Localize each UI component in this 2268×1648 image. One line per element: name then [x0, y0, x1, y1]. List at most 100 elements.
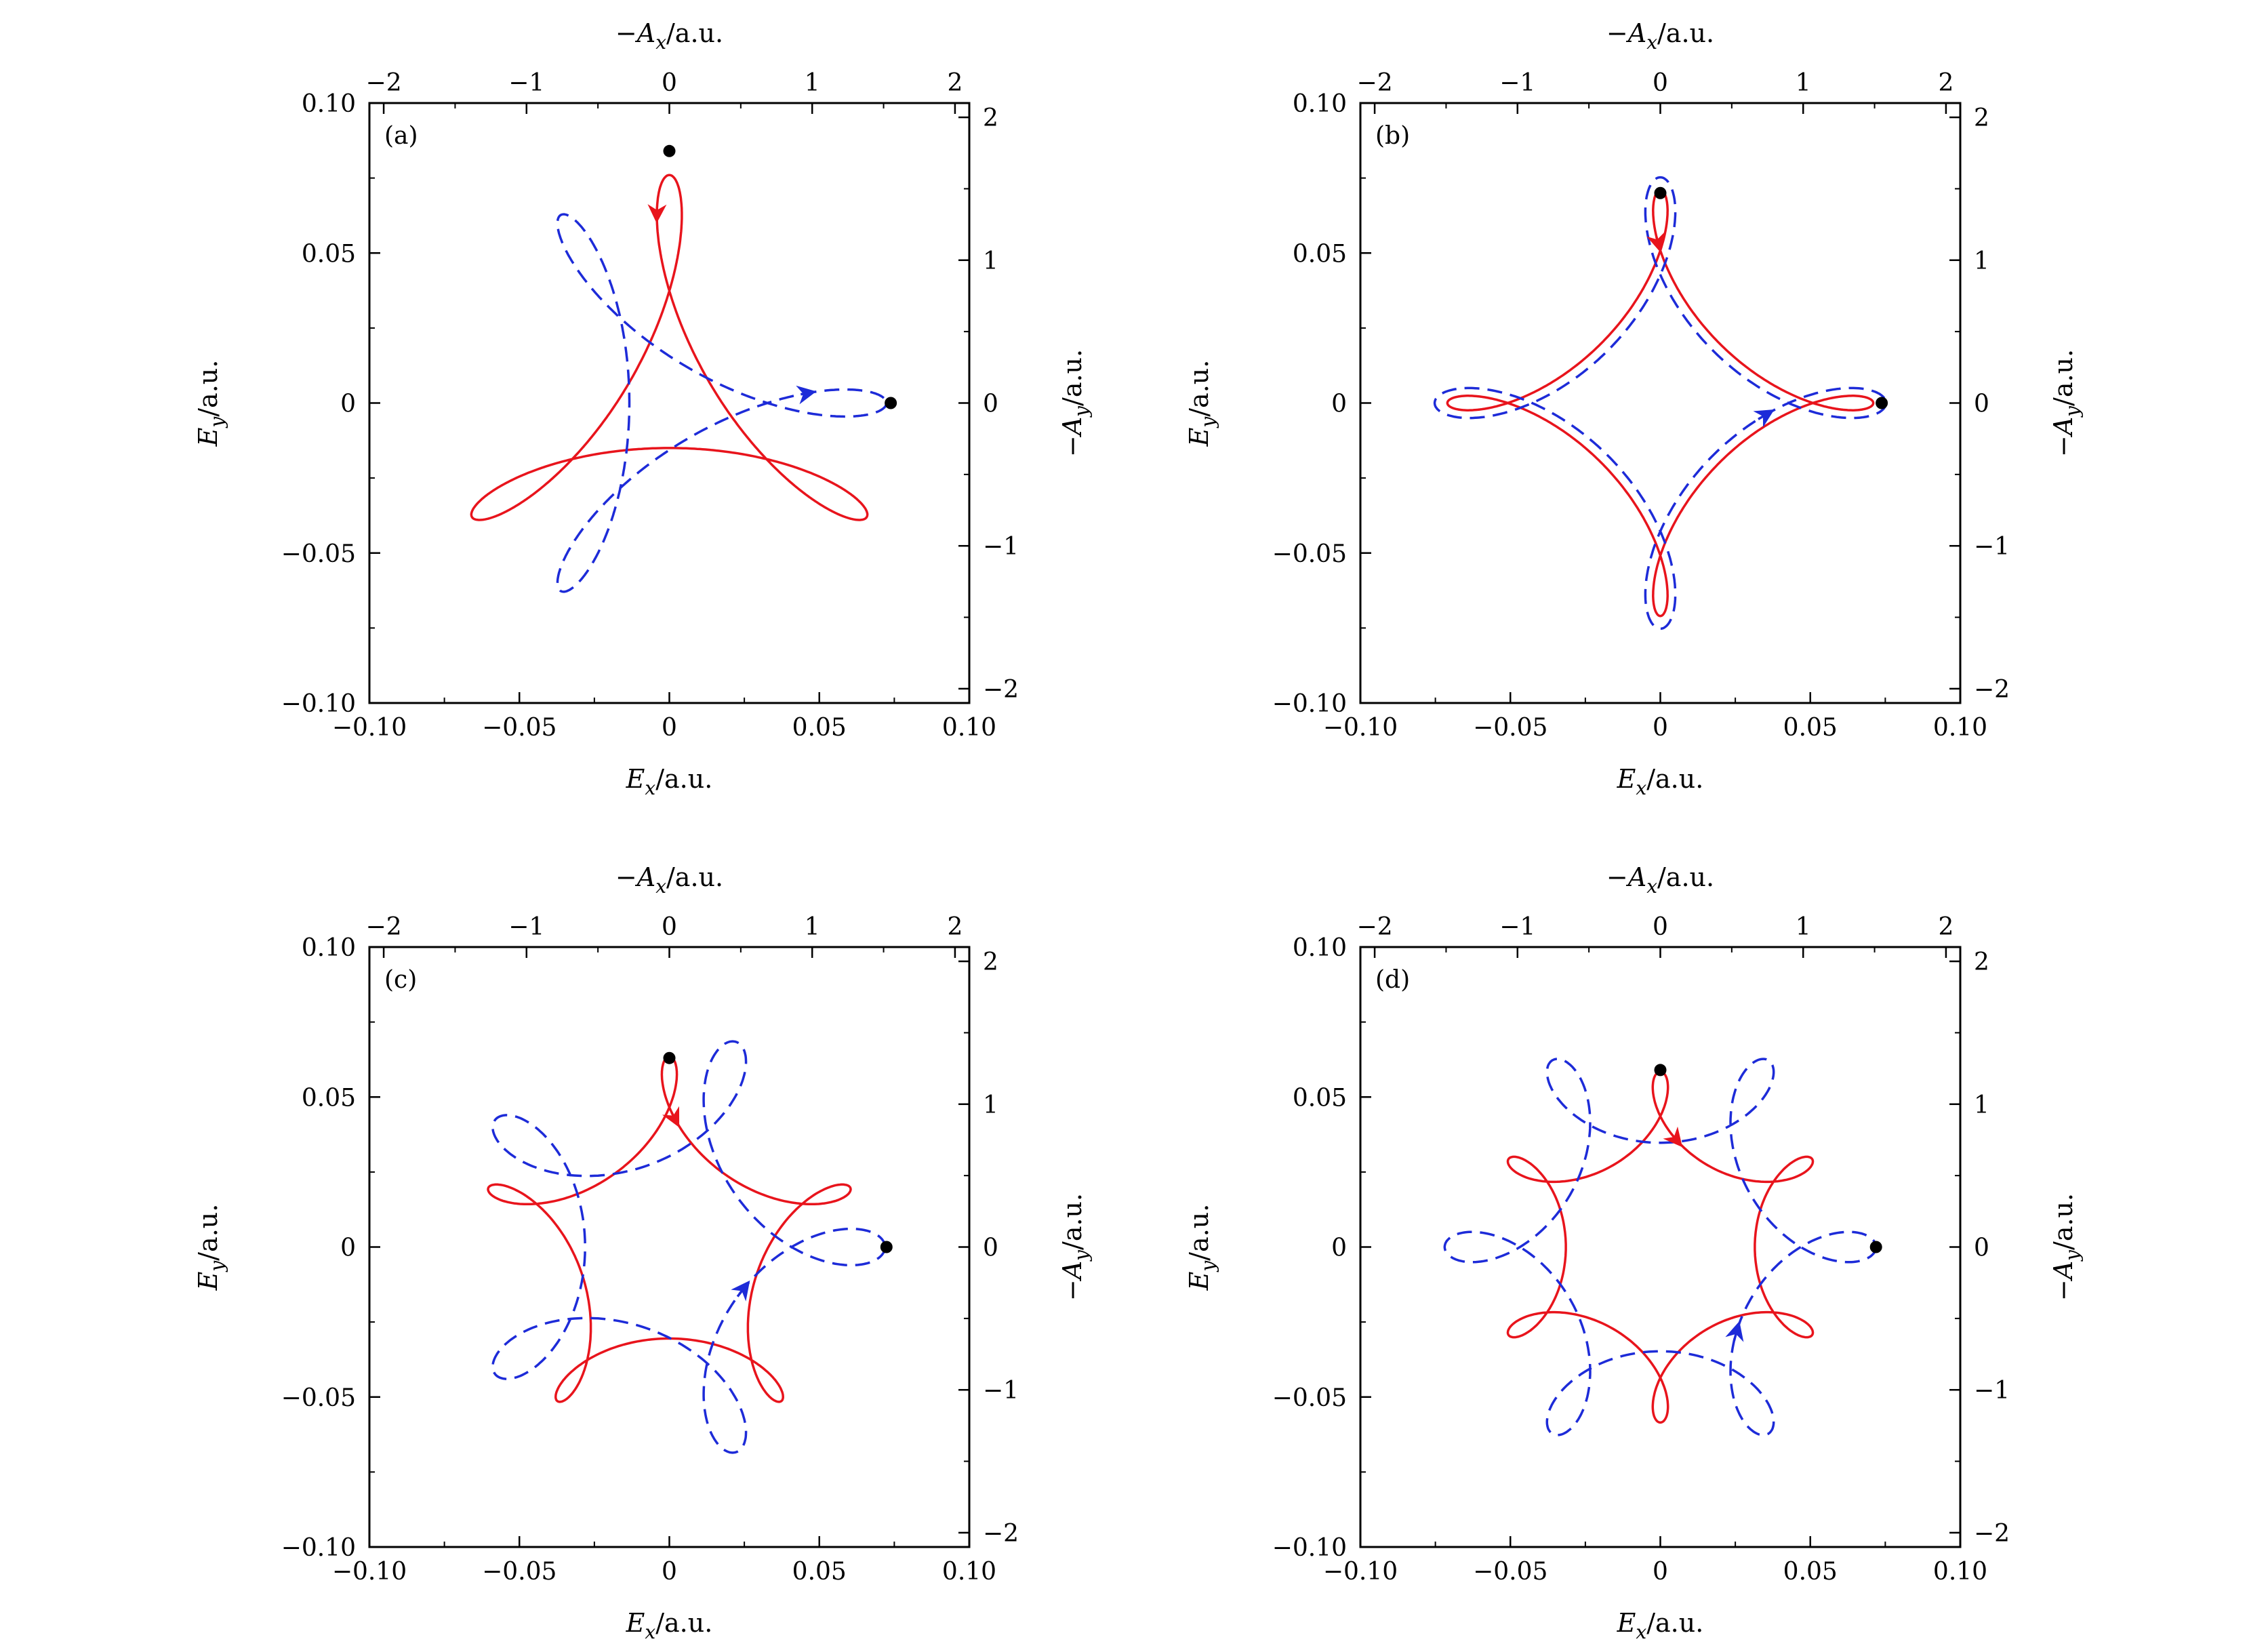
A-start-marker: [880, 1241, 893, 1253]
x-tick-label: 0.05: [792, 1558, 847, 1586]
A-curve: [1433, 176, 1888, 630]
y-axis-title: Ey/a.u.: [193, 1204, 228, 1291]
y2-tick-label: 1: [983, 1091, 998, 1119]
plot-frame: [368, 946, 971, 1548]
y-tick-label: −0.10: [281, 690, 356, 718]
y2-tick-label: 1: [1974, 1091, 1989, 1119]
x-tick-label: 0.10: [942, 1558, 996, 1586]
x2-tick-label: 2: [1938, 69, 1953, 97]
x-tick-label: 0.05: [1783, 714, 1838, 742]
y-tick-label: 0.10: [1293, 934, 1347, 962]
x-tick-label: −0.05: [482, 1558, 556, 1586]
x-axis-title: Ex/a.u.: [1617, 764, 1704, 799]
A-direction-arrow: [731, 1280, 750, 1302]
y-tick-label: 0.10: [302, 934, 356, 962]
panel-d: −0.10−0.10 −0.05 −0.05 0 0 0.05 0.05 0.10 0.10 −2…: [1184, 862, 2084, 1643]
x-tick-label: −0.05: [1473, 714, 1547, 742]
y2-tick-label: 0: [1974, 390, 1989, 418]
y-axis-title: Ey/a.u.: [193, 360, 228, 447]
E-start-marker: [1654, 1064, 1667, 1077]
x-tick-label: 0: [1653, 1558, 1668, 1586]
x2-axis-title: −Ax/a.u.: [615, 18, 723, 54]
A-start-marker: [885, 397, 897, 409]
A-direction-arrow: [796, 385, 817, 405]
E-direction-arrow: [1663, 1126, 1683, 1148]
y2-tick-label: −1: [1974, 1377, 2010, 1405]
E-start-marker: [1654, 186, 1667, 199]
y-axis-title: Ey/a.u.: [1184, 1204, 1219, 1291]
x-tick-label: 0.10: [1933, 1558, 1987, 1586]
y-tick-label: −0.10: [281, 1534, 356, 1562]
x-axis-title: Ex/a.u.: [1617, 1608, 1704, 1643]
panel-label: (a): [384, 122, 418, 150]
y2-tick-label: −1: [1974, 533, 2010, 561]
y-tick-label: 0: [1331, 1234, 1347, 1262]
y-tick-label: −0.05: [1272, 540, 1347, 568]
y2-tick-label: 0: [983, 1234, 998, 1262]
x-tick-label: −0.10: [1323, 714, 1398, 742]
x-tick-label: 0: [1653, 714, 1668, 742]
A-start-marker: [1876, 397, 1888, 409]
y-tick-label: 0.05: [1293, 240, 1347, 268]
y2-tick-label: 1: [1974, 247, 1989, 275]
E-curve: [470, 174, 869, 521]
panel-c: −0.10−0.10 −0.05 −0.05 0 0 0.05 0.05 0.10 0.10 −2…: [193, 862, 1093, 1643]
y-tick-label: 0.10: [1293, 90, 1347, 118]
x2-tick-label: −1: [1499, 69, 1535, 97]
E-direction-arrow: [1646, 231, 1665, 253]
x2-tick-label: 2: [947, 69, 963, 97]
x2-tick-label: 1: [1796, 913, 1811, 941]
y2-tick-label: 0: [1974, 1234, 1989, 1262]
A-curve: [1443, 1058, 1878, 1436]
y2-tick-label: 2: [1974, 948, 1989, 976]
x2-tick-label: 2: [1938, 913, 1953, 941]
y-axis-title: Ey/a.u.: [1184, 360, 1219, 447]
panel-label: (c): [384, 966, 417, 994]
y2-tick-label: −2: [1974, 676, 2010, 704]
y2-tick-label: −2: [983, 676, 1019, 704]
x-tick-label: −0.10: [332, 1558, 407, 1586]
x-tick-label: 0.10: [942, 714, 996, 742]
panel-b: −0.10−0.10 −0.05 −0.05 0 0 0.05 0.05 0.10 0.10 −2…: [1184, 18, 2084, 799]
y-tick-label: −0.10: [1272, 690, 1347, 718]
x2-tick-label: −2: [366, 913, 402, 941]
panel-label: (b): [1375, 122, 1410, 150]
x-tick-label: 0: [662, 714, 677, 742]
y2-tick-label: −2: [1974, 1520, 2010, 1548]
E-direction-arrow: [662, 1106, 680, 1128]
x2-tick-label: −1: [508, 913, 544, 941]
x2-tick-label: 1: [1796, 69, 1811, 97]
x-axis-title: Ex/a.u.: [626, 1608, 713, 1643]
x2-tick-label: 2: [947, 913, 963, 941]
y2-axis-title: −Ay/a.u.: [1057, 1193, 1093, 1301]
plot-frame: [368, 102, 971, 704]
x2-tick-label: 0: [1653, 69, 1668, 97]
x-tick-label: −0.10: [332, 714, 407, 742]
x-tick-label: −0.05: [1473, 1558, 1547, 1586]
y2-axis-title: −Ay/a.u.: [2048, 1193, 2084, 1301]
y-tick-label: 0.10: [302, 90, 356, 118]
x-tick-label: 0.05: [1783, 1558, 1838, 1586]
x2-tick-label: 1: [805, 69, 820, 97]
panel-a: −0.10−0.10 −0.05 −0.05 0 0 0.05 0.05 0.10 0.10 −2…: [193, 18, 1093, 799]
x-axis-title: Ex/a.u.: [626, 764, 713, 799]
y-tick-label: −0.05: [281, 540, 356, 568]
x2-tick-label: −1: [508, 69, 544, 97]
y2-tick-label: 2: [983, 948, 998, 976]
x2-axis-title: −Ax/a.u.: [1606, 18, 1714, 54]
x-tick-label: 0.05: [792, 714, 847, 742]
y2-tick-label: 1: [983, 247, 998, 275]
x2-axis-title: −Ax/a.u.: [615, 862, 723, 898]
x2-tick-label: 1: [805, 913, 820, 941]
A-direction-arrow: [1753, 409, 1775, 428]
x2-tick-label: 0: [662, 69, 677, 97]
A-direction-arrow: [1725, 1321, 1744, 1342]
E-curve: [1446, 188, 1875, 618]
y2-tick-label: 2: [1974, 104, 1989, 132]
x2-axis-title: −Ax/a.u.: [1606, 862, 1714, 898]
x-tick-label: 0: [662, 1558, 677, 1586]
y-tick-label: −0.05: [1272, 1384, 1347, 1412]
x2-tick-label: −2: [366, 69, 402, 97]
y-tick-label: 0: [1331, 390, 1347, 418]
x-tick-label: −0.05: [482, 714, 556, 742]
